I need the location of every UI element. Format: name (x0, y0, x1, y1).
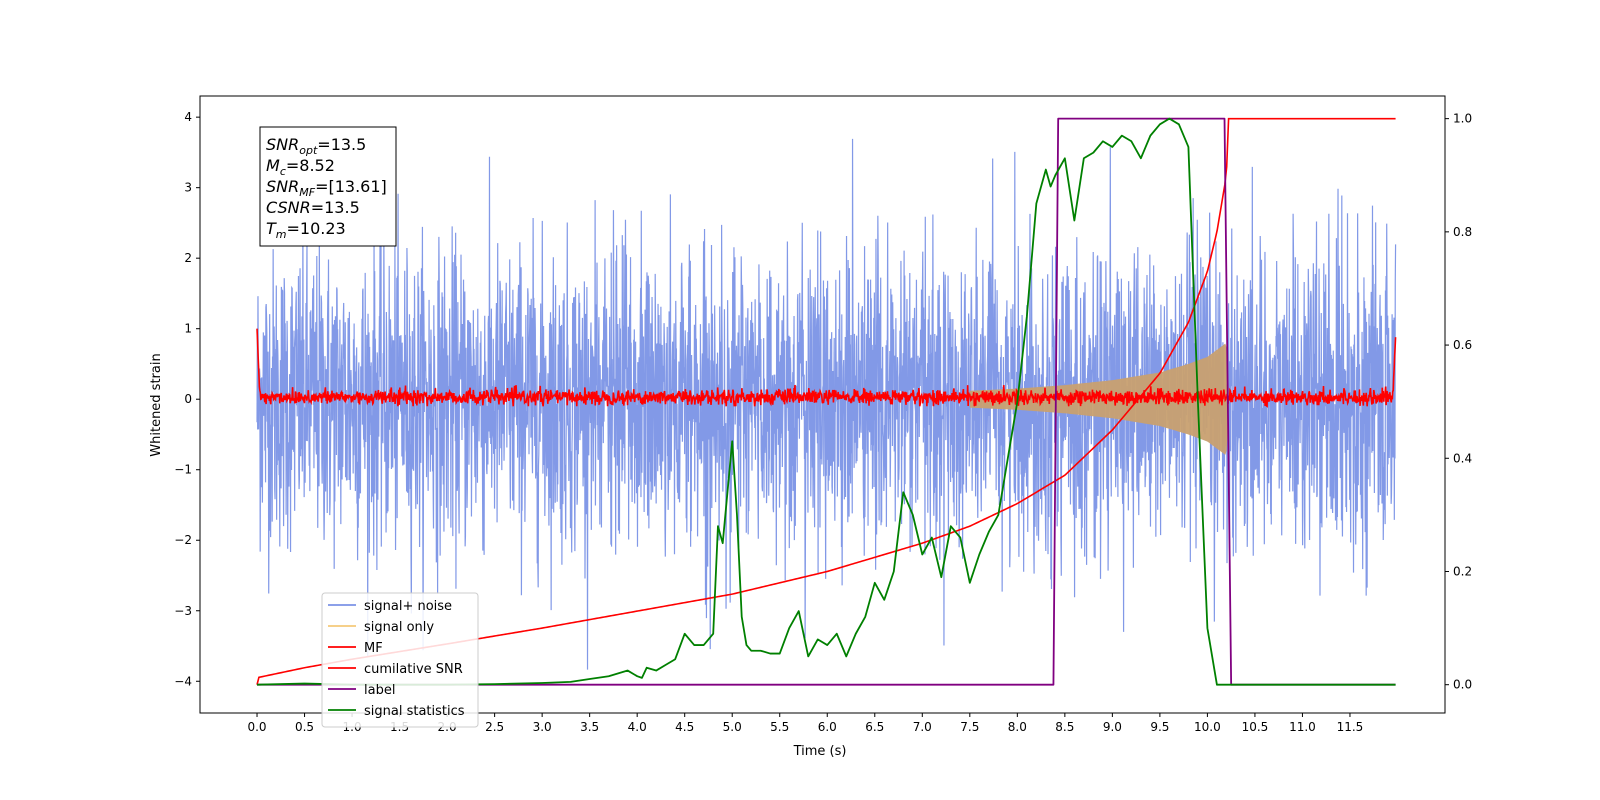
annotation-line: SNRMF=[13.61] (266, 177, 387, 199)
x-tick-label: 0.5 (295, 720, 314, 734)
annotation-line: SNRopt=13.5 (266, 135, 366, 157)
annotation-subscript: c (280, 165, 286, 178)
x-tick-label: 8.5 (1055, 720, 1074, 734)
x-tick-label: 0.0 (247, 720, 266, 734)
series-signal-noise (256, 138, 1397, 670)
y-tick-label: −2 (174, 533, 192, 547)
x-tick-label: 4.0 (628, 720, 647, 734)
annotation-symbol: M (266, 156, 280, 175)
annotation-box: SNRopt=13.5Mc=8.52SNRMF=[13.61]CSNR=13.5… (259, 126, 397, 247)
x-axis-label: Time (s) (793, 744, 847, 759)
legend-label: signal+ noise (364, 599, 452, 614)
annotation-value: =[13.61] (315, 177, 387, 196)
y-axis-label: Whitened strain (149, 353, 164, 456)
y-tick-label: −3 (174, 604, 192, 618)
annotation-line: CSNR=13.5 (266, 198, 360, 217)
annotation-value: =8.52 (286, 156, 335, 175)
annotation-value: =13.5 (317, 135, 366, 154)
legend-label: signal statistics (364, 704, 465, 719)
plot-frame (199, 95, 1446, 714)
legend-label: MF (364, 641, 383, 656)
y2-tick-label: 0.0 (1453, 678, 1472, 692)
x-tick-label: 3.5 (580, 720, 599, 734)
y2-tick-label: 1.0 (1453, 112, 1472, 126)
x-tick-label: 2.5 (485, 720, 504, 734)
annotation-symbol: CSNR (266, 198, 311, 217)
annotation-line: Mc=8.52 (266, 156, 335, 178)
x-tick-label: 5.0 (723, 720, 742, 734)
annotation-frame (259, 126, 397, 247)
legend: signal+ noise signal only MF cumilative SNR… (321, 592, 479, 728)
y-tick-label: −1 (174, 463, 192, 477)
annotation-subscript: MF (299, 186, 315, 199)
legend-label: label (364, 683, 395, 698)
y-tick-label: 3 (184, 181, 192, 195)
y-tick-label: −4 (174, 674, 192, 688)
x-tick-label: 3.0 (533, 720, 552, 734)
x-tick-label: 11.0 (1289, 720, 1316, 734)
x-tick-label: 9.5 (1150, 720, 1169, 734)
legend-label: signal only (364, 620, 434, 635)
x-tick-label: 9.0 (1103, 720, 1122, 734)
legend-label: cumilative SNR (364, 662, 463, 677)
annotation-value: =13.5 (311, 198, 360, 217)
annotation-subscript: m (276, 228, 287, 241)
x-tick-label: 7.5 (960, 720, 979, 734)
y-tick-label: 1 (184, 322, 192, 336)
y2-tick-label: 0.2 (1453, 564, 1472, 578)
annotation-symbol: SNR (266, 177, 299, 196)
x-tick-label: 4.5 (675, 720, 694, 734)
x-tick-label: 10.0 (1194, 720, 1221, 734)
annotation-subscript: opt (299, 144, 318, 157)
legend-frame (321, 592, 479, 728)
x-tick-label: 6.0 (818, 720, 837, 734)
x-tick-label: 7.0 (913, 720, 932, 734)
x-tick-label: 6.5 (865, 720, 884, 734)
annotation-symbol: SNR (266, 135, 299, 154)
x-tick-label: 8.0 (1008, 720, 1027, 734)
y-tick-label: 2 (184, 251, 192, 265)
annotation-value: =10.23 (287, 219, 346, 238)
annotation-line: Tm=10.23 (266, 219, 346, 241)
x-tick-label: 10.5 (1242, 720, 1269, 734)
y2-tick-label: 0.4 (1453, 451, 1472, 465)
y-tick-label: 0 (184, 392, 192, 406)
y-tick-label: 4 (184, 110, 192, 124)
x-tick-label: 11.5 (1337, 720, 1364, 734)
x-tick-label: 5.5 (770, 720, 789, 734)
annotation-symbol: T (266, 219, 277, 238)
y2-tick-label: 0.6 (1453, 338, 1472, 352)
y2-tick-label: 0.8 (1453, 225, 1472, 239)
series-signal-statistics (256, 117, 1396, 686)
series-mf (256, 328, 1397, 408)
